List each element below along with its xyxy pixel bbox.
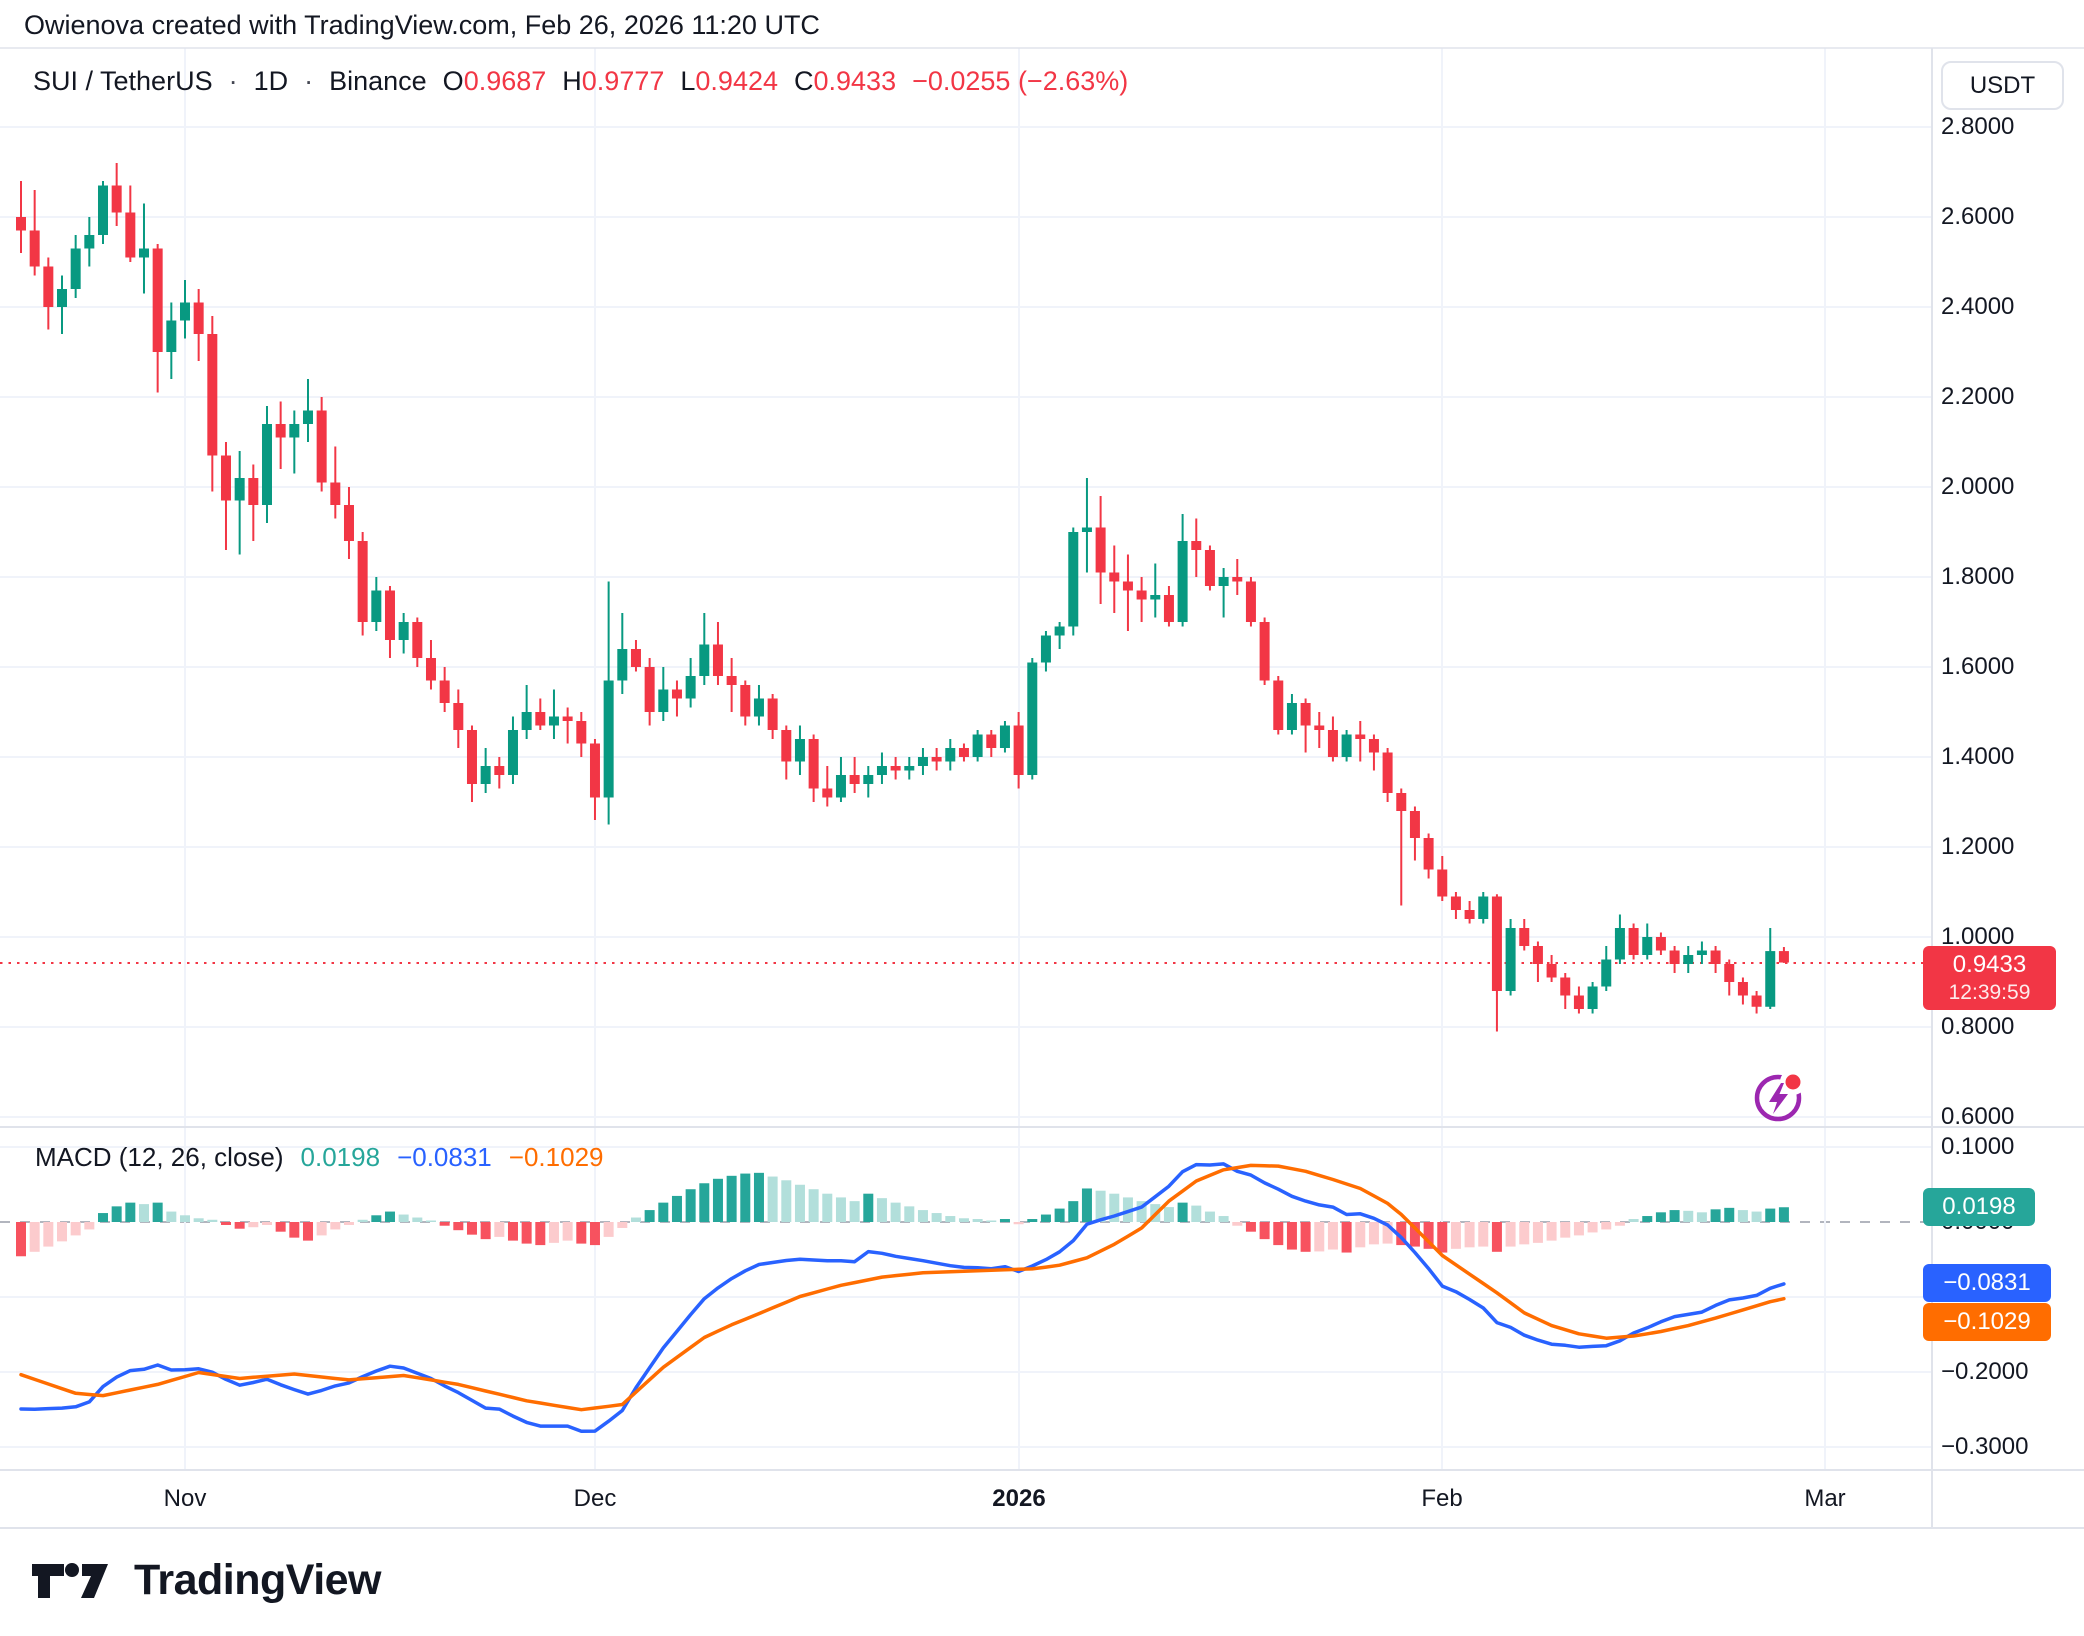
price-axis-label: 2.4000 — [1941, 293, 2015, 320]
change-value: −0.0255 (−2.63%) — [912, 66, 1129, 96]
macd-histogram-badge: 0.0198 — [1923, 1188, 2035, 1226]
price-axis-label: 1.4000 — [1941, 743, 2015, 770]
macd-line-value: −0.0831 — [397, 1142, 492, 1172]
ohlc-values: O0.9687 H0.9777 L0.9424 C0.9433 — [443, 66, 896, 97]
tradingview-logo-text: TradingView — [134, 1556, 382, 1604]
symbol-name[interactable]: SUI / TetherUS — [33, 66, 213, 96]
price-axis-label: 2.6000 — [1941, 203, 2015, 230]
last-price-badge: 0.9433 12:39:59 — [1923, 946, 2056, 1010]
macd-signal-badge-value: −0.1029 — [1943, 1308, 2031, 1335]
bar-close-countdown: 12:39:59 — [1948, 981, 2031, 1004]
price-axis-label: 2.2000 — [1941, 383, 2015, 410]
ohlc-pair: O0.9687 — [442, 66, 547, 96]
price-axis-label: 1.2000 — [1941, 833, 2015, 860]
price-axis-label: 0.8000 — [1941, 1013, 2015, 1040]
time-axis-label: Feb — [1421, 1485, 1463, 1512]
notification-dot — [1785, 1074, 1801, 1090]
macd-line-badge-value: −0.0831 — [1943, 1269, 2031, 1296]
interval-label[interactable]: 1D — [253, 66, 289, 96]
macd-legend-title[interactable]: MACD (12, 26, close) — [35, 1142, 284, 1172]
price-axis-label: 1.8000 — [1941, 563, 2015, 590]
currency-toggle-label: USDT — [1969, 71, 2036, 99]
macd-histogram-badge-value: 0.0198 — [1942, 1193, 2016, 1220]
ohlc-pair: L0.9424 — [680, 66, 778, 96]
tradingview-logo[interactable]: TradingView — [30, 1556, 382, 1605]
time-axis-label: Nov — [163, 1485, 207, 1512]
macd-axis-label: −0.3000 — [1941, 1433, 2029, 1460]
macd-axis-label: 0.1000 — [1941, 1133, 2015, 1160]
price-axis-label: 2.8000 — [1941, 113, 2015, 140]
macd-signal-badge: −0.1029 — [1923, 1303, 2051, 1341]
macd-histogram-value: 0.0198 — [300, 1142, 381, 1172]
price-axis-label: 1.6000 — [1941, 653, 2015, 680]
currency-toggle-button[interactable]: USDT — [1941, 61, 2064, 110]
price-axis-label: 1.0000 — [1941, 923, 2015, 950]
time-axis-label: Mar — [1804, 1485, 1846, 1512]
macd-axis-label: −0.2000 — [1941, 1358, 2029, 1385]
legend-separator: · — [304, 66, 314, 96]
tradingview-logo-mark — [32, 1562, 108, 1598]
ohlc-pair: C0.9433 — [794, 66, 897, 96]
ohlc-pair: H0.9777 — [562, 66, 665, 96]
price-axis-label: 0.6000 — [1941, 1103, 2015, 1130]
symbol-legend[interactable]: SUI / TetherUS · 1D · Binance O0.9687 H0.… — [33, 66, 1128, 97]
macd-legend[interactable]: MACD (12, 26, close) 0.0198 −0.0831 −0.1… — [35, 1142, 604, 1173]
macd-line-badge: −0.0831 — [1923, 1264, 2051, 1302]
legend-separator: · — [228, 66, 238, 96]
exchange-label: Binance — [329, 66, 427, 96]
flash-ideas-icon[interactable] — [1750, 1070, 1812, 1130]
time-axis-label: 2026 — [992, 1485, 1046, 1512]
time-axis-label: Dec — [573, 1485, 617, 1512]
last-price-value: 0.9433 — [1952, 951, 2027, 978]
macd-signal-value: −0.1029 — [508, 1142, 604, 1172]
lightning-bolt-glyph — [1769, 1083, 1788, 1114]
attribution-text: Owienova created with TradingView.com, F… — [24, 10, 820, 40]
price-axis-label: 2.0000 — [1941, 473, 2015, 500]
